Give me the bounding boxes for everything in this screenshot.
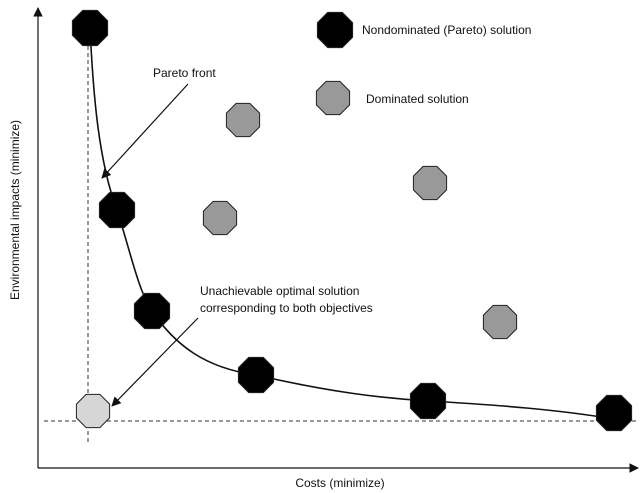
- nondominated-solution: [71, 9, 109, 47]
- pareto-front-curve: [89, 27, 615, 420]
- nondominated-solution: [98, 191, 136, 229]
- annotation: corresponding to both objectives: [200, 301, 373, 315]
- nondominated-solution: [595, 394, 633, 432]
- y-axis-label: Environmental impacts (minimize): [8, 120, 22, 300]
- solutions: [71, 9, 633, 432]
- dominated-solution: [412, 165, 448, 201]
- pareto-front-arrow: [101, 83, 189, 179]
- dominated-solution: [315, 80, 351, 116]
- nondominated-solution: [237, 356, 275, 394]
- nondominated-solution: [316, 11, 354, 49]
- ideal-solution: [75, 393, 111, 429]
- dominated-solution: [202, 200, 238, 236]
- nondominated-solution: [409, 382, 447, 420]
- annotation: Pareto front: [153, 66, 216, 80]
- dominated-solution: [225, 102, 261, 138]
- x-axis-label: Costs (minimize): [295, 476, 384, 490]
- annotation: Unachievable optimal solution: [200, 284, 359, 298]
- legend-label: Nondominated (Pareto) solution: [362, 23, 531, 37]
- legend-label: Dominated solution: [366, 92, 469, 106]
- dominated-solution: [482, 304, 518, 340]
- nondominated-solution: [133, 292, 171, 330]
- unachievable-arrow: [111, 317, 199, 407]
